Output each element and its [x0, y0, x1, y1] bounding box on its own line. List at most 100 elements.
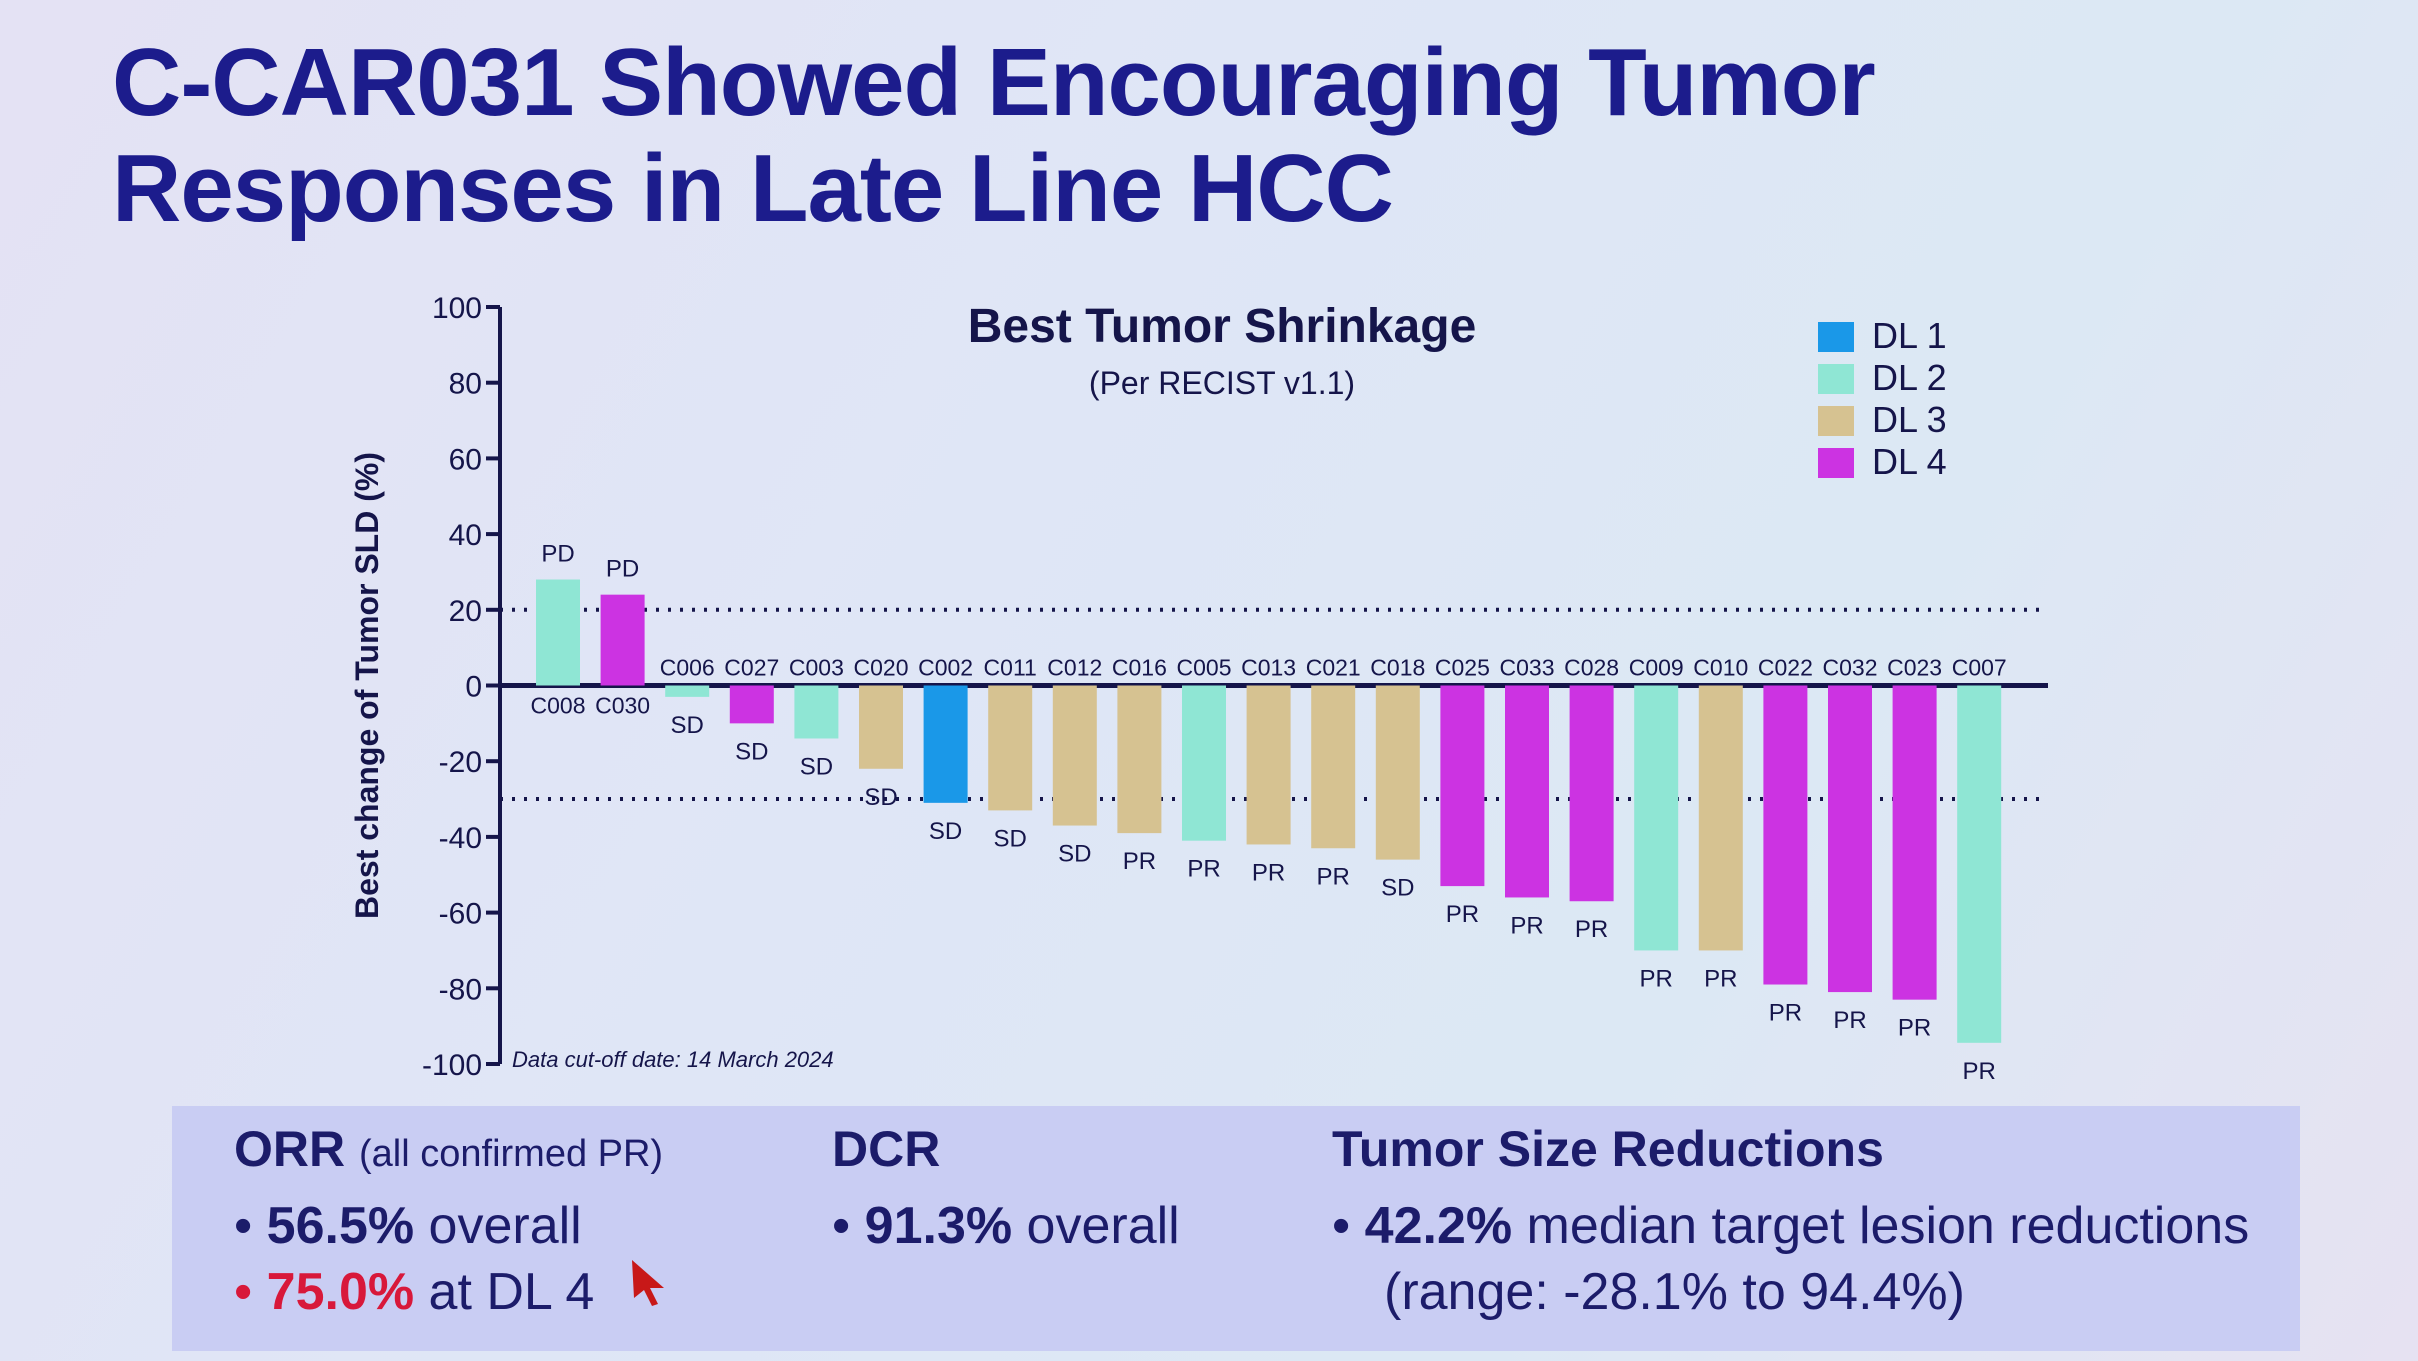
response-label: SD [800, 753, 833, 780]
y-axis-label: Best change of Tumor SLD (%) [349, 452, 385, 919]
legend-swatch [1818, 364, 1854, 394]
bar-C007 [1957, 685, 2002, 1043]
orr-dl4: • 75.0% at DL 4 [234, 1263, 595, 1321]
bar-C021 [1311, 685, 1356, 849]
orr-note: (all confirmed PR) [359, 1133, 664, 1175]
legend-swatch [1818, 448, 1854, 478]
bar-C023 [1892, 685, 1937, 1000]
response-label: PR [1123, 848, 1156, 875]
response-label: PR [1446, 901, 1479, 928]
tsr-heading: Tumor Size Reductions [1332, 1121, 1884, 1177]
title-line-2: Responses in Late Line HCC [112, 135, 1394, 242]
response-label: PR [1510, 912, 1543, 939]
response-label: SD [1381, 875, 1414, 902]
y-tick-label: -40 [439, 822, 482, 855]
category-label: C028 [1564, 655, 1619, 681]
category-label: C021 [1306, 655, 1361, 681]
bar-C028 [1569, 685, 1614, 902]
tsr-range: (range: -28.1% to 94.4%) [1384, 1263, 1965, 1321]
dcr-column: DCR • 91.3% overall [832, 1120, 1180, 1256]
response-label: PR [1640, 965, 1673, 992]
y-tick-label: 0 [465, 671, 482, 704]
bar-C018 [1375, 685, 1420, 860]
bar-C003 [794, 685, 839, 739]
category-label: C002 [918, 655, 973, 681]
tsr-column: Tumor Size Reductions • 42.2% median tar… [1332, 1120, 2249, 1322]
y-tick-label: 20 [449, 595, 482, 628]
category-label: C027 [724, 655, 779, 681]
orr-column: ORR (all confirmed PR) • 56.5% overall •… [234, 1120, 663, 1322]
bar-C033 [1505, 685, 1549, 898]
orr-overall: • 56.5% overall [234, 1197, 582, 1255]
data-cutoff-note: Data cut-off date: 14 March 2024 [512, 1047, 834, 1072]
bar-C008 [536, 579, 580, 686]
category-label: C013 [1241, 655, 1296, 681]
category-label: C023 [1887, 655, 1942, 681]
bar-C027 [729, 685, 774, 724]
y-tick-label: 80 [449, 368, 482, 401]
response-label: PR [1769, 1000, 1802, 1027]
response-label: PR [1187, 856, 1220, 883]
category-label: C009 [1629, 655, 1684, 681]
bar-C002 [923, 685, 968, 803]
category-label: C025 [1435, 655, 1490, 681]
legend-label: DL 1 [1872, 315, 1947, 356]
y-tick-label: 60 [449, 443, 482, 476]
bar-C011 [988, 685, 1033, 811]
category-label: C005 [1177, 655, 1232, 681]
dcr-overall: • 91.3% overall [832, 1197, 1180, 1255]
y-tick-label: -100 [422, 1049, 482, 1082]
bar-C012 [1052, 685, 1097, 826]
response-label: PR [1963, 1058, 1996, 1085]
response-label: PR [1898, 1015, 1931, 1042]
category-label: C010 [1693, 655, 1748, 681]
category-label: C006 [660, 655, 715, 681]
bar-C025 [1440, 685, 1485, 887]
bar-C013 [1246, 685, 1291, 845]
response-label: PR [1575, 916, 1608, 943]
category-label: C011 [984, 655, 1037, 681]
bar-C022 [1763, 685, 1808, 985]
category-label: C016 [1112, 655, 1167, 681]
category-label: C003 [789, 655, 844, 681]
response-label: PR [1317, 863, 1350, 890]
response-label: PD [606, 556, 639, 583]
y-tick-label: 40 [449, 519, 482, 552]
y-tick-label: -80 [439, 973, 482, 1006]
response-label: PR [1833, 1007, 1866, 1034]
category-label: C033 [1500, 655, 1555, 681]
response-label: SD [929, 818, 962, 845]
response-label: SD [994, 825, 1027, 852]
bar-C030 [600, 594, 645, 686]
bar-C010 [1698, 685, 1743, 951]
category-label: C007 [1952, 655, 2007, 681]
y-tick-label: -60 [439, 898, 482, 931]
response-label: SD [864, 784, 897, 811]
category-label: C018 [1370, 655, 1425, 681]
legend-label: DL 4 [1872, 441, 1947, 482]
response-label: PR [1252, 859, 1285, 886]
bar-C009 [1634, 685, 1679, 951]
dcr-heading: DCR [832, 1121, 941, 1177]
tsr-median: • 42.2% median target lesion reductions [1332, 1197, 2250, 1255]
bar-C005 [1182, 685, 1226, 841]
bar-C020 [859, 685, 903, 769]
legend-swatch [1818, 322, 1854, 352]
category-label: C030 [595, 693, 650, 719]
legend-swatch [1818, 406, 1854, 436]
mouse-cursor-icon [632, 1260, 664, 1306]
slide-title: C-CAR031 Showed Encouraging Tumor Respons… [112, 30, 1876, 242]
chart-title: Best Tumor Shrinkage [968, 300, 1477, 353]
bar-C016 [1117, 685, 1162, 834]
response-label: SD [735, 738, 768, 765]
response-label: PR [1704, 965, 1737, 992]
bar-C006 [665, 685, 710, 697]
summary-panel: ORR (all confirmed PR) • 56.5% overall •… [172, 1106, 2300, 1351]
category-label: C020 [854, 655, 909, 681]
bar-C032 [1828, 685, 1872, 993]
orr-heading: ORR (all confirmed PR) [234, 1121, 664, 1177]
response-label: PD [541, 541, 574, 568]
category-label: C032 [1823, 655, 1878, 681]
category-label: C008 [531, 693, 586, 719]
